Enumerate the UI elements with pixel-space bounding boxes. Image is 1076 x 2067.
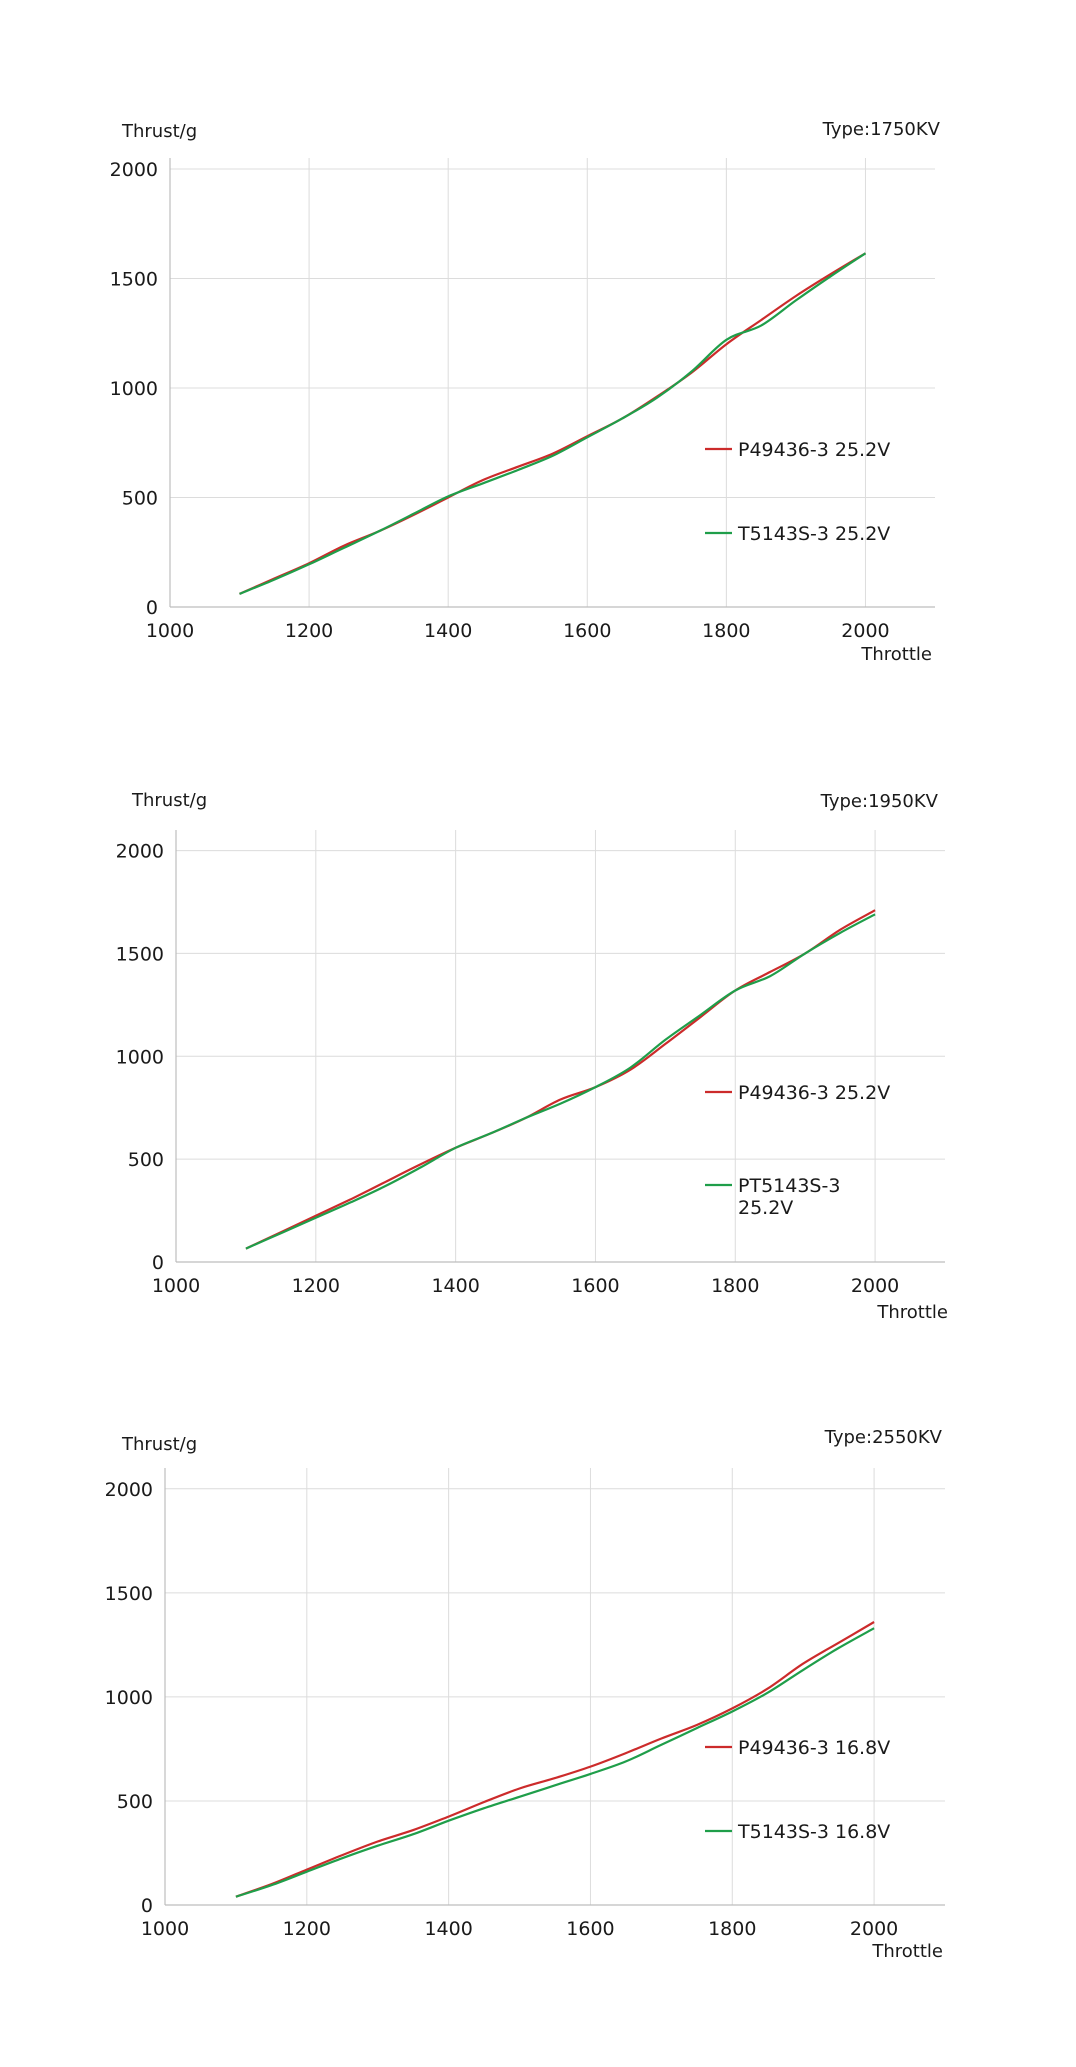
x-tick-label: 1400 — [424, 620, 472, 642]
grid — [169, 158, 935, 608]
legend-label-1: P49436-3 16.8V — [738, 1737, 890, 1759]
series-line-2 — [239, 252, 867, 595]
x-tick-label: 2000 — [851, 1275, 899, 1297]
y-axis-label: Thrust/g — [121, 1434, 197, 1455]
x-axis-label: Throttle — [860, 644, 932, 665]
chart-1750kv: Thrust/g Type:1750KV Throttle 1000 1200 14… — [110, 119, 941, 665]
x-tick-label: 1000 — [152, 1275, 200, 1297]
x-axis-label: Throttle — [871, 1941, 943, 1962]
chart-1950kv: Thrust/g Type:1950KV Throttle 1000 1200 14… — [116, 790, 948, 1323]
x-tick-label: 1800 — [711, 1275, 759, 1297]
x-tick-label: 1000 — [146, 620, 194, 642]
y-tick-label: 1000 — [105, 1687, 153, 1709]
y-tick-label: 2000 — [110, 159, 158, 181]
x-tick-label: 1800 — [702, 620, 750, 642]
x-tick-label: 1800 — [708, 1918, 756, 1940]
x-tick-label: 1200 — [292, 1275, 340, 1297]
legend-label-2: PT5143S-3 25.2V — [738, 1175, 840, 1219]
tick-labels: 1000 1200 1400 1600 1800 2000 0 500 1000 1500 2000 — [110, 159, 890, 642]
x-tick-label: 2000 — [841, 620, 889, 642]
chart-title: Type:1750KV — [822, 119, 941, 140]
x-tick-label: 1000 — [141, 1918, 189, 1940]
y-tick-label: 2000 — [105, 1479, 153, 1501]
grid — [175, 830, 945, 1263]
x-tick-label: 1600 — [566, 1918, 614, 1940]
y-axis-label: Thrust/g — [121, 121, 197, 142]
series-line-2 — [235, 1627, 875, 1898]
x-tick-label: 2000 — [850, 1918, 898, 1940]
series-line-1 — [235, 1621, 875, 1898]
series-line-1 — [239, 252, 867, 595]
tick-labels: 1000 1200 1400 1600 1800 2000 0 500 1000 1500 2000 — [116, 841, 900, 1297]
y-tick-label: 1500 — [116, 943, 164, 965]
legend-label-2: T5143S-3 16.8V — [737, 1821, 890, 1843]
y-tick-label: 1000 — [116, 1046, 164, 1068]
legend: P49436-3 16.8V T5143S-3 16.8V — [705, 1737, 890, 1843]
y-axis-label: Thrust/g — [131, 790, 207, 811]
legend-label-2: T5143S-3 25.2V — [737, 523, 890, 545]
x-tick-label: 1400 — [431, 1275, 479, 1297]
legend-label-1: P49436-3 25.2V — [738, 439, 890, 461]
y-tick-label: 0 — [141, 1895, 153, 1917]
chart-title: Type:2550KV — [824, 1427, 943, 1448]
chart-title: Type:1950KV — [820, 791, 939, 812]
y-tick-label: 1500 — [110, 268, 158, 290]
x-axis-label: Throttle — [876, 1302, 948, 1323]
legend: P49436-3 25.2V PT5143S-3 25.2V — [705, 1082, 890, 1219]
y-tick-label: 1000 — [110, 378, 158, 400]
series-lines — [245, 909, 876, 1250]
chart-2550kv: Thrust/g Type:2550KV Throttle 1000 1200 14… — [105, 1427, 945, 1962]
legend-label-1: P49436-3 25.2V — [738, 1082, 890, 1104]
series-lines — [239, 252, 867, 595]
x-tick-label: 1400 — [424, 1918, 472, 1940]
y-tick-label: 500 — [128, 1149, 164, 1171]
tick-labels: 1000 1200 1400 1600 1800 2000 0 500 1000 1500 2000 — [105, 1479, 899, 1940]
series-line-2 — [245, 913, 876, 1250]
x-tick-label: 1200 — [285, 620, 333, 642]
x-tick-label: 1600 — [571, 1275, 619, 1297]
x-tick-label: 1200 — [283, 1918, 331, 1940]
y-tick-label: 500 — [117, 1791, 153, 1813]
x-tick-label: 1600 — [563, 620, 611, 642]
y-tick-label: 2000 — [116, 841, 164, 863]
y-tick-label: 1500 — [105, 1583, 153, 1605]
legend: P49436-3 25.2V T5143S-3 25.2V — [705, 439, 890, 545]
series-lines — [235, 1621, 875, 1898]
grid — [164, 1468, 945, 1906]
y-tick-label: 0 — [152, 1252, 164, 1274]
y-tick-label: 500 — [122, 487, 158, 509]
series-line-1 — [245, 909, 876, 1250]
y-tick-label: 0 — [146, 597, 158, 619]
